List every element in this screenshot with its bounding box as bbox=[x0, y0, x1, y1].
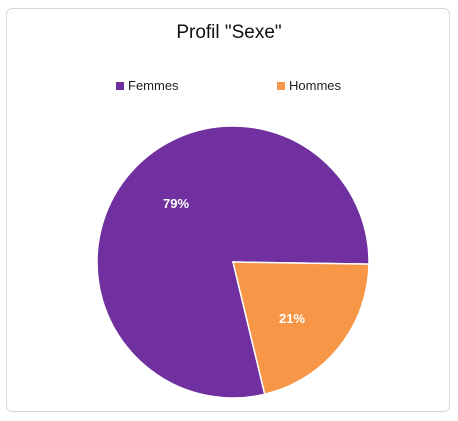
chart-legend: Femmes Hommes bbox=[0, 78, 458, 96]
chart-title: Profil "Sexe" bbox=[176, 22, 282, 43]
legend-item-hommes: Hommes bbox=[277, 78, 341, 93]
legend-swatch-hommes bbox=[277, 81, 285, 90]
legend-label-femmes: Femmes bbox=[128, 78, 179, 93]
slice-label-hommes: 21% bbox=[279, 311, 305, 326]
legend-label-hommes: Hommes bbox=[289, 78, 342, 93]
slice-hommes bbox=[232, 261, 370, 396]
legend-item-femmes: Femmes bbox=[116, 78, 179, 93]
slice-label-femmes: 79% bbox=[163, 196, 189, 211]
legend-swatch-femmes bbox=[116, 81, 124, 90]
slice-femmes bbox=[96, 125, 370, 399]
